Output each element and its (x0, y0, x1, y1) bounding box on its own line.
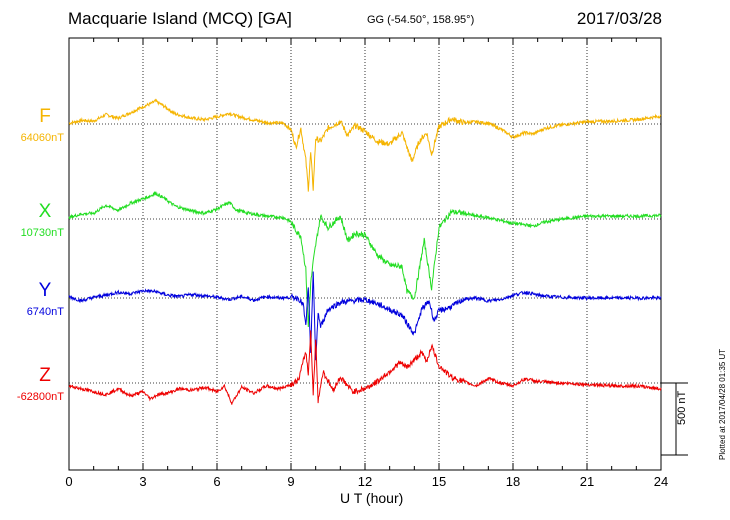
channel-letter-x: X (38, 201, 52, 222)
channel-letter-f: F (39, 106, 51, 127)
x-tick-label: 3 (139, 474, 147, 489)
channel-baseline-f: 64060nT (20, 132, 64, 144)
x-tick-label: 12 (357, 474, 373, 489)
x-tick-label: 21 (579, 474, 595, 489)
series-line-y (68, 271, 662, 361)
x-axis-label: U T (hour) (340, 490, 404, 506)
observation-date: 2017/03/28 (576, 9, 662, 28)
x-tick-label: 15 (431, 474, 447, 489)
channel-baseline-x: 10730nT (20, 227, 64, 239)
x-tick-label: 24 (653, 474, 669, 489)
x-tick-label: 0 (65, 474, 73, 489)
series-line-x (68, 190, 662, 328)
channel-baseline-z: -62800nT (16, 391, 64, 403)
scale-bar-label: 500 nT (676, 390, 688, 425)
channel-baseline-y: 6740nT (26, 306, 64, 318)
series-line-z (68, 330, 662, 405)
x-tick-label: 9 (287, 474, 295, 489)
station-title: Macquarie Island (MCQ) [GA] (68, 9, 292, 28)
x-tick-label: 18 (505, 474, 521, 489)
plot-timestamp: Plotted at 2017/04/28 01:35 UT (718, 348, 727, 460)
station-coordinates: GG (-54.50°, 158.95°) (367, 14, 475, 26)
channel-letter-y: Y (38, 280, 52, 301)
series-line-f (68, 98, 662, 192)
x-tick-label: 6 (213, 474, 221, 489)
channel-letter-z: Z (39, 365, 51, 386)
